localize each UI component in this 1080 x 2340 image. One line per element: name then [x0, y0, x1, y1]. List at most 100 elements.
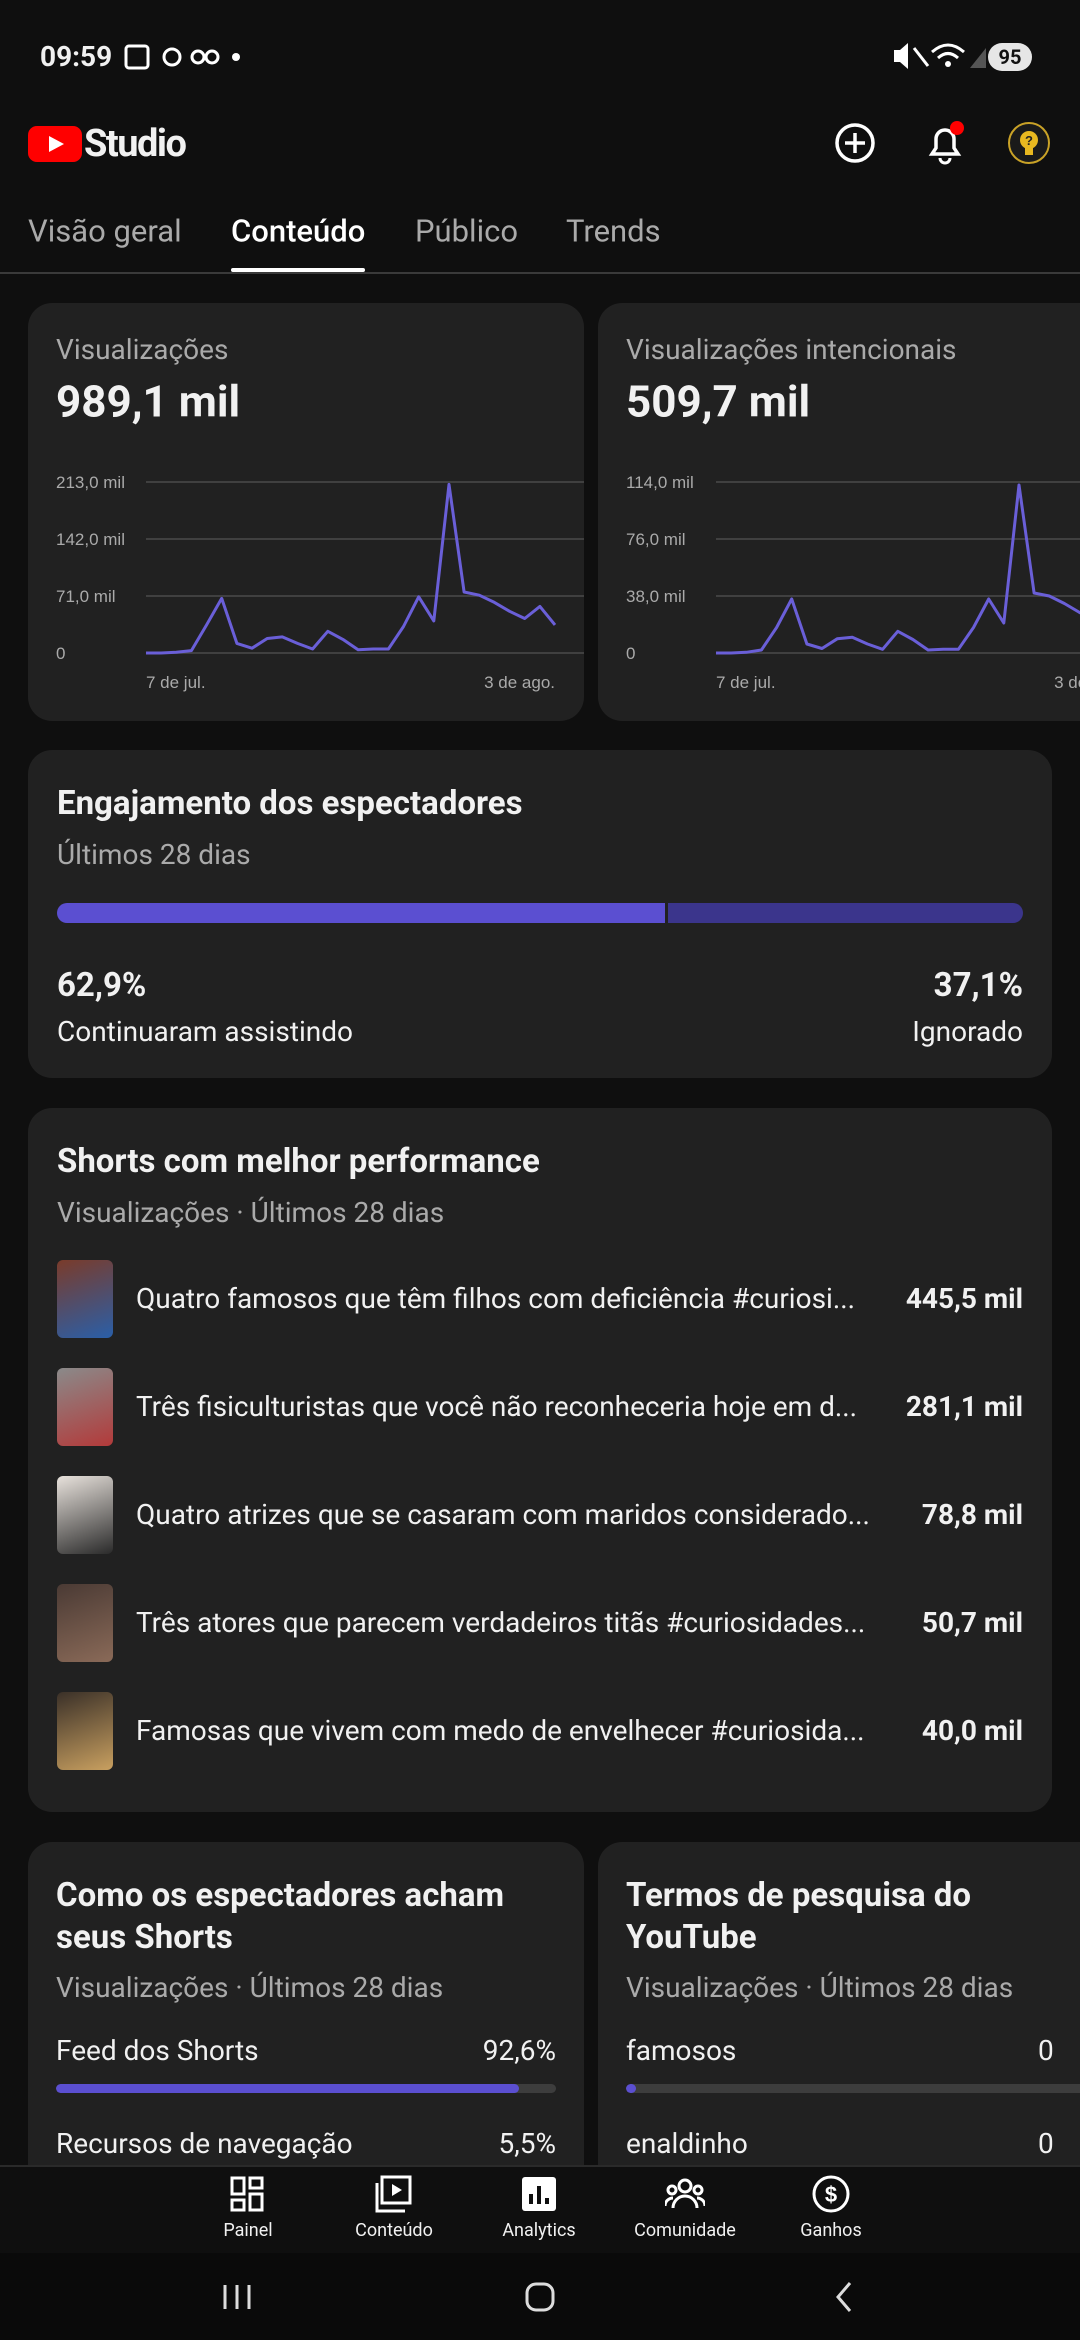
- y-tick-label: 71,0 mil: [56, 587, 116, 606]
- nav-item[interactable]: Conteúdo: [324, 2170, 464, 2250]
- metric-total: 509,7 mil: [626, 375, 811, 428]
- row-track: [626, 2084, 1080, 2093]
- card-title: Como os espectadores acham: [56, 1876, 505, 1916]
- short-row[interactable]: Três fisiculturistas que você não reconh…: [28, 1362, 1052, 1452]
- short-views: 40,0 mil: [921, 1714, 1023, 1748]
- y-tick-label: 114,0 mil: [626, 473, 694, 492]
- card-title: Engajamento dos espectadores: [57, 784, 523, 824]
- short-views: 78,8 mil: [921, 1498, 1023, 1532]
- nav-icon: [522, 2177, 556, 2211]
- row-value: 5,5%: [498, 2127, 557, 2161]
- row-value: 92,6%: [482, 2034, 556, 2068]
- short-title: Famosas que vivem com medo de envelhecer…: [136, 1714, 865, 1748]
- system-nav-buttons[interactable]: [0, 2253, 1080, 2340]
- engagement-bar: [57, 903, 1023, 923]
- row-label: Feed dos Shorts: [56, 2034, 259, 2068]
- short-thumbnail: [57, 1476, 113, 1554]
- short-thumbnail: [57, 1260, 113, 1338]
- status-time: 09:59: [40, 40, 113, 74]
- nav-icon: [665, 2178, 705, 2209]
- row-label: enaldinho: [626, 2127, 748, 2161]
- avatar-button[interactable]: ?: [1007, 121, 1051, 165]
- nav-item[interactable]: $ Ganhos: [761, 2170, 901, 2250]
- line-chart: 0 38,0 mil 76,0 mil 114,0 mil 7 de jul. 3 de …: [626, 473, 1080, 692]
- tab[interactable]: Visão geral: [28, 212, 182, 250]
- y-tick-label: 142,0 mil: [56, 530, 125, 549]
- nav-item[interactable]: Comunidade: [615, 2170, 755, 2250]
- engagement-value: 62,9%: [57, 966, 147, 1006]
- nav-item[interactable]: Painel: [178, 2170, 318, 2250]
- tab[interactable]: Trends: [566, 212, 661, 250]
- tab[interactable]: Conteúdo: [231, 212, 366, 250]
- card-subtitle: Visualizações · Últimos 28 dias: [626, 1971, 1014, 2005]
- short-title: Quatro atrizes que se casaram com marido…: [136, 1498, 870, 1532]
- status-signal: [894, 43, 986, 69]
- top-shorts-card: Shorts com melhor performance Visualizaçõ…: [28, 1108, 1052, 1812]
- metric-total: 989,1 mil: [56, 375, 241, 428]
- short-row[interactable]: Três atores que parecem verdadeiros titã…: [28, 1578, 1052, 1668]
- youtube-logo: [28, 126, 82, 162]
- x-tick-label: 3 de ago.: [484, 673, 555, 692]
- row-label: Recursos de navegação: [56, 2127, 353, 2161]
- card-subtitle: Últimos 28 dias: [57, 838, 251, 872]
- x-tick-label: 3 de ago.: [1054, 673, 1080, 692]
- create-button[interactable]: [833, 121, 877, 165]
- nav-icon: [230, 2176, 264, 2212]
- metric-card[interactable]: Visualizações intencionais 509,7 mil 0 38,0…: [598, 303, 1080, 721]
- card-title: seus Shorts: [56, 1918, 233, 1958]
- short-views: 445,5 mil: [905, 1282, 1023, 1316]
- row-bar: [56, 2084, 519, 2093]
- battery-level: 95: [998, 45, 1022, 69]
- engagement-segment: [664, 903, 1023, 923]
- y-tick-label: 38,0 mil: [626, 587, 686, 606]
- nav-label: Analytics: [502, 2220, 576, 2241]
- row-track: [56, 2084, 556, 2093]
- system-nav: [0, 2253, 1080, 2340]
- status-icons: [124, 44, 240, 70]
- nav-item[interactable]: Analytics: [469, 2170, 609, 2250]
- short-title: Três fisiculturistas que você não reconh…: [136, 1390, 858, 1424]
- engagement-value: 37,1%: [933, 966, 1023, 1006]
- short-row[interactable]: Quatro atrizes que se casaram com marido…: [28, 1470, 1052, 1560]
- short-row[interactable]: Quatro famosos que têm filhos com defici…: [28, 1254, 1052, 1344]
- short-thumbnail: [57, 1584, 113, 1662]
- row-bar-stub: [626, 2084, 636, 2093]
- short-thumbnail: [57, 1368, 113, 1446]
- x-tick-label: 7 de jul.: [146, 673, 206, 692]
- metric-title: Visualizações: [56, 333, 229, 367]
- short-views: 50,7 mil: [921, 1606, 1023, 1640]
- metric-title: Visualizações intencionais: [626, 333, 957, 367]
- y-tick-label: 0: [56, 644, 65, 663]
- row-value: 0: [1038, 2127, 1054, 2161]
- app-name[interactable]: Studio: [84, 122, 187, 167]
- line-chart: 0 71,0 mil 142,0 mil 213,0 mil 7 de jul. 3 de…: [56, 473, 584, 692]
- engagement-card[interactable]: Engajamento dos espectadores Últimos 28 d…: [28, 750, 1052, 1078]
- nav-label: Comunidade: [634, 2220, 736, 2241]
- engagement-segment: [57, 903, 665, 923]
- line-series: [146, 482, 557, 655]
- y-tick-label: 76,0 mil: [626, 530, 686, 549]
- short-thumbnail: [57, 1692, 113, 1770]
- row-label: famosos: [626, 2034, 737, 2068]
- nav-label: Ganhos: [800, 2220, 862, 2241]
- nav-icon: $: [812, 2175, 850, 2213]
- tabs-divider: [0, 272, 1080, 274]
- tab[interactable]: Público: [415, 212, 519, 250]
- notifications-button[interactable]: [920, 118, 970, 168]
- short-views: 281,1 mil: [905, 1390, 1023, 1424]
- short-row[interactable]: Famosas que vivem com medo de envelhecer…: [28, 1686, 1052, 1776]
- tab-indicator: [231, 268, 365, 272]
- card-subtitle: Visualizações · Últimos 28 dias: [56, 1971, 444, 2005]
- metric-card[interactable]: Visualizações 989,1 mil 0 71,0 mil 142,0 mil…: [28, 303, 584, 721]
- line-series: [716, 483, 1080, 655]
- nav-icon: [375, 2175, 412, 2213]
- card-title: YouTube: [626, 1918, 757, 1958]
- svg-text:$: $: [825, 2182, 837, 2207]
- card-subtitle: Visualizações · Últimos 28 dias: [57, 1196, 445, 1230]
- y-tick-label: 0: [626, 644, 635, 663]
- svg-text:?: ?: [1025, 133, 1033, 148]
- y-tick-label: 213,0 mil: [56, 473, 125, 492]
- short-title: Quatro famosos que têm filhos com defici…: [136, 1282, 855, 1316]
- x-tick-label: 7 de jul.: [716, 673, 776, 692]
